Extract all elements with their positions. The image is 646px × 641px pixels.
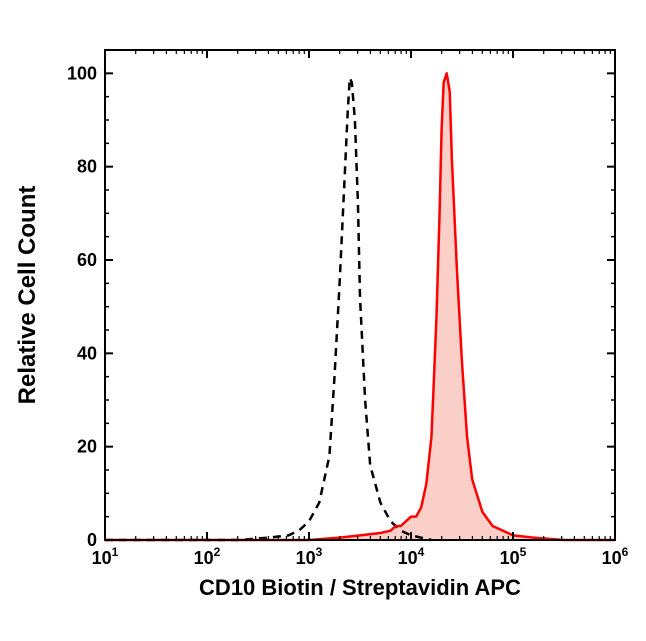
svg-text:Relative Cell Count: Relative Cell Count (14, 186, 41, 405)
flow-cytometry-histogram: 0 20 40 60 80 100 101 102 103 104 105 106 Relative C… (0, 0, 646, 641)
svg-text:20: 20 (77, 437, 97, 457)
svg-text:40: 40 (77, 343, 97, 363)
svg-text:101: 101 (92, 545, 119, 568)
svg-text:CD10 Biotin / Streptavidin APC: CD10 Biotin / Streptavidin APC (199, 575, 521, 600)
svg-text:104: 104 (398, 545, 425, 568)
svg-text:0: 0 (87, 530, 97, 550)
svg-text:102: 102 (194, 545, 221, 568)
svg-text:106: 106 (602, 545, 629, 568)
chart-svg: 0 20 40 60 80 100 101 102 103 104 105 106 Relative C… (0, 0, 646, 641)
svg-text:100: 100 (67, 63, 97, 83)
svg-text:60: 60 (77, 250, 97, 270)
svg-text:105: 105 (500, 545, 527, 568)
svg-text:103: 103 (296, 545, 323, 568)
svg-text:80: 80 (77, 157, 97, 177)
